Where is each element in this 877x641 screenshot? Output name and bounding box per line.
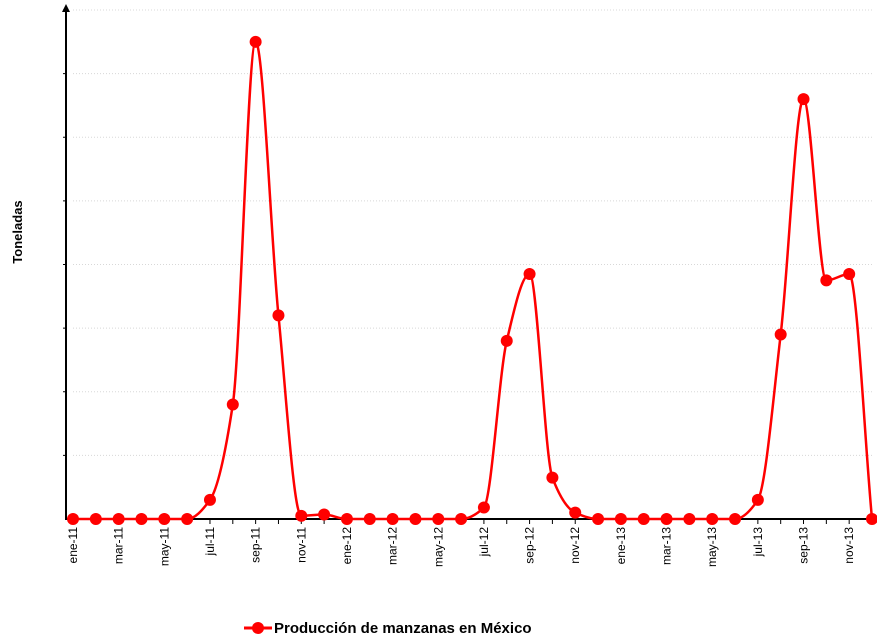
gridlines [73, 9, 872, 456]
data-point [546, 471, 559, 484]
series-points [67, 35, 877, 525]
data-point [249, 35, 262, 48]
data-point [820, 274, 833, 287]
data-point [432, 513, 445, 525]
x-tick-labels: ene-11 mar-11 may-11 jul-11 sep-11 nov-11 ene-… [66, 527, 856, 567]
data-point [89, 513, 102, 525]
legend-label: Producción de manzanas en México [274, 620, 532, 637]
data-point [409, 513, 422, 525]
data-point [340, 513, 353, 525]
data-point [774, 328, 787, 341]
data-point [843, 268, 856, 281]
x-tick-label: mar-11 [112, 527, 126, 564]
data-point [226, 398, 239, 411]
data-point [477, 501, 490, 514]
series-line [73, 40, 874, 521]
data-point [363, 513, 376, 525]
x-tick-label: may-12 [431, 527, 445, 567]
data-point [569, 506, 582, 519]
x-tick-label: may-13 [705, 527, 719, 567]
data-point [158, 513, 171, 525]
x-tick-label: nov-13 [842, 527, 856, 564]
y-axis-arrow [62, 4, 70, 12]
data-point [660, 513, 673, 525]
legend-swatch-marker [252, 622, 264, 634]
x-tick-label: sep-11 [249, 527, 263, 563]
data-point [729, 513, 742, 525]
data-point [455, 513, 468, 525]
data-point [797, 93, 810, 106]
data-point [500, 334, 513, 347]
data-point [706, 513, 719, 525]
x-tick-label: mar-13 [660, 527, 674, 565]
x-tick-label: nov-12 [568, 527, 582, 564]
data-point [272, 309, 285, 322]
x-tick-label: ene-13 [614, 527, 628, 565]
x-tick-label: nov-11 [294, 527, 308, 563]
x-tick-label: jul-11 [203, 527, 217, 557]
data-point [523, 268, 536, 281]
x-tick-label: sep-12 [523, 527, 537, 564]
y-axis-label: Toneladas [10, 200, 25, 263]
x-tick-label: jul-12 [477, 527, 491, 558]
x-tick-label: jul-13 [751, 527, 765, 558]
x-tick-label: ene-12 [340, 527, 354, 565]
data-point [386, 513, 399, 525]
data-point [751, 493, 764, 506]
data-point [203, 493, 216, 506]
x-tick-label: sep-13 [797, 527, 811, 564]
data-point [318, 508, 331, 521]
x-tick-label: may-11 [157, 527, 171, 566]
data-point [592, 513, 605, 525]
data-point [135, 513, 148, 525]
data-point [181, 513, 194, 525]
data-point [112, 513, 125, 525]
data-point [866, 513, 877, 525]
data-point [683, 513, 696, 525]
data-point [295, 509, 308, 522]
legend: Producción de manzanas en México [244, 620, 532, 637]
data-point [637, 513, 650, 525]
data-point [614, 513, 627, 525]
x-tick-label: mar-12 [386, 527, 400, 565]
data-point [67, 513, 79, 525]
x-tick-label: ene-11 [66, 527, 80, 564]
